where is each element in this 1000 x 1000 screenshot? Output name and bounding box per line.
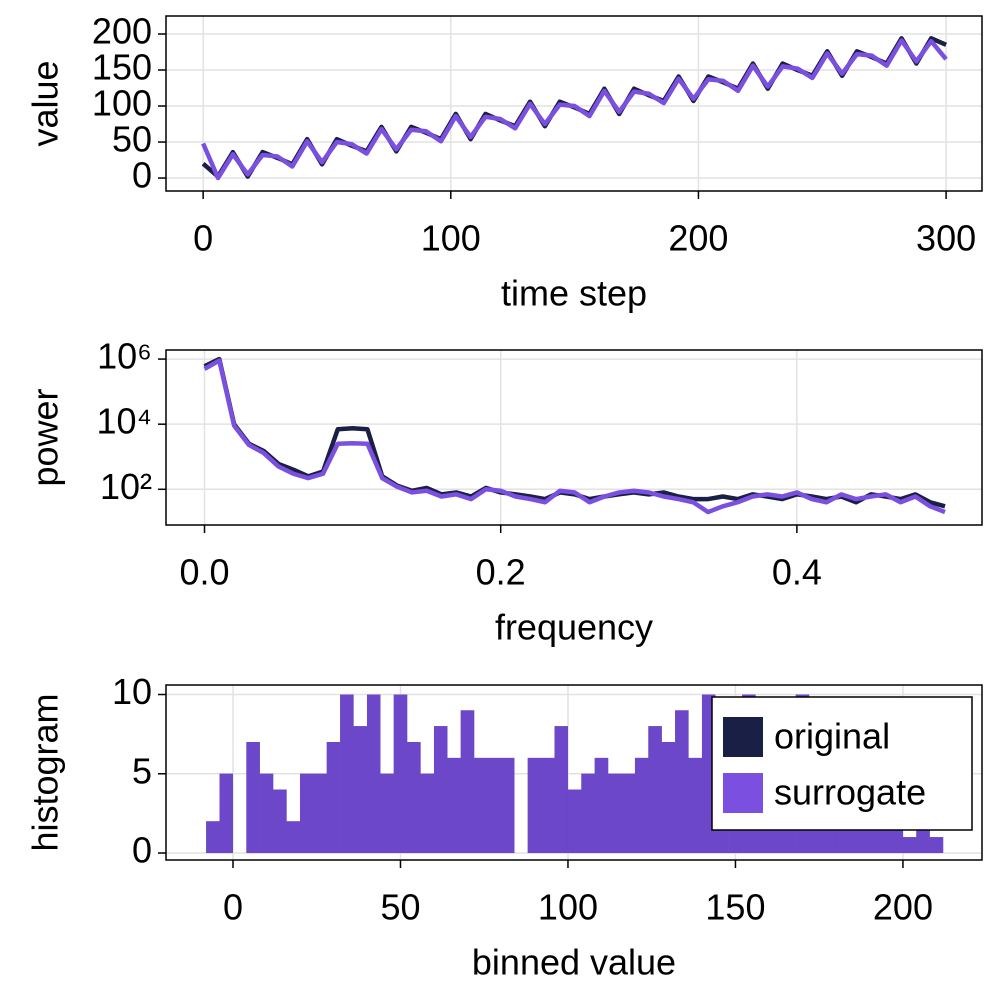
- panel: 0 50 100 150 200 0 5 10 binned value histogram ori…: [25, 671, 983, 983]
- hist-bar: [407, 742, 421, 854]
- hist-bar: [299, 773, 314, 854]
- y-tick-label: 150: [92, 47, 152, 88]
- line: [203, 356, 946, 509]
- x-tick-label: 0.0: [179, 552, 229, 593]
- x-tick-label: 0.4: [772, 552, 822, 593]
- x-tick-label: 0: [223, 887, 243, 928]
- hist-bar: [219, 773, 233, 854]
- y-axis-label: value: [25, 60, 66, 146]
- y-tick-label: 10⁴: [96, 401, 152, 442]
- hist-bar: [581, 773, 595, 854]
- hist-bar: [393, 694, 408, 854]
- hist-bar: [474, 757, 488, 854]
- hist-bar: [433, 726, 448, 854]
- y-tick-label: 5: [132, 750, 152, 791]
- hist-bar: [648, 726, 662, 854]
- hist-bar: [541, 757, 555, 854]
- x-tick-label: 200: [873, 887, 933, 928]
- plot-frame: [165, 15, 983, 192]
- x-tick-label: 0.2: [476, 552, 526, 593]
- hist-bar: [929, 837, 944, 854]
- plot-frame: [165, 684, 983, 861]
- panel: 0.0 0.2 0.4 10² 10⁴ 10⁶ frequency power: [25, 336, 983, 648]
- x-axis-label: frequency: [495, 607, 653, 648]
- hist-bar: [621, 773, 635, 854]
- plot-area: [203, 356, 946, 515]
- legend-label: surrogate: [774, 772, 926, 813]
- y-tick-label: 200: [92, 11, 152, 52]
- hist-bar: [326, 742, 341, 854]
- y-tick-label: 0: [132, 830, 152, 871]
- legend-swatch: [723, 773, 763, 813]
- hist-bar: [340, 694, 354, 854]
- hist-bar: [380, 773, 394, 854]
- plot-area: [201, 36, 948, 181]
- x-tick-label: 50: [380, 887, 420, 928]
- hist-bar: [554, 726, 568, 854]
- hist-bar: [500, 757, 515, 854]
- x-tick-label: 300: [916, 218, 976, 259]
- x-axis-label: time step: [501, 273, 647, 314]
- x-tick-label: 0: [193, 218, 213, 259]
- hist-bar: [366, 694, 381, 854]
- hist-bar: [661, 742, 676, 854]
- y-tick-label: 10⁶: [97, 336, 152, 377]
- hist-bar: [902, 837, 917, 854]
- plot-frame: [165, 349, 983, 526]
- x-axis-label: binned value: [472, 942, 676, 983]
- y-axis-label: power: [25, 388, 66, 486]
- hist-bar: [353, 726, 367, 854]
- hist-bar: [259, 773, 274, 854]
- y-tick-label: 100: [92, 83, 152, 124]
- legend: original surrogate: [711, 696, 973, 831]
- y-tick-label: 10²: [100, 466, 152, 507]
- legend-label: original: [774, 716, 890, 757]
- hist-bar: [675, 710, 689, 854]
- y-tick-label: 10: [112, 671, 152, 712]
- hist-bar: [447, 757, 461, 854]
- y-axis-label: histogram: [25, 693, 66, 851]
- x-tick-label: 200: [668, 218, 728, 259]
- hist-bar: [246, 742, 260, 854]
- hist-bar: [273, 789, 287, 854]
- hist-bar: [313, 773, 327, 854]
- hist-bar: [608, 773, 622, 854]
- hist-bar: [286, 821, 300, 854]
- legend-swatch: [723, 717, 763, 757]
- x-tick-label: 150: [705, 887, 765, 928]
- x-tick-label: 100: [538, 887, 598, 928]
- y-tick-label: 50: [112, 119, 152, 160]
- hist-bar: [567, 789, 582, 854]
- hist-bar: [206, 821, 220, 854]
- hist-bar: [634, 757, 649, 854]
- hist-bar: [487, 757, 501, 854]
- x-tick-label: 100: [421, 218, 481, 259]
- hist-bar: [688, 757, 702, 854]
- hist-bar: [594, 757, 609, 854]
- line: [203, 358, 946, 515]
- hist-bar: [420, 773, 434, 854]
- hist-bar: [460, 710, 475, 854]
- y-tick-label: 0: [132, 155, 152, 196]
- line: [201, 38, 948, 181]
- hist-bar: [527, 757, 542, 854]
